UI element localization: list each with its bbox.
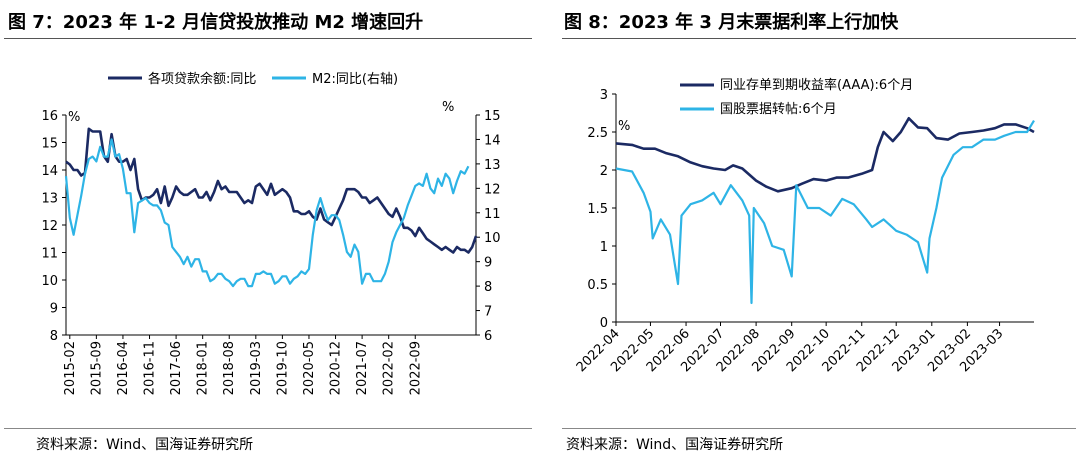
x-tick-label: 2018-01 bbox=[196, 341, 211, 395]
right-panel: 图 8：2023 年 3 月末票据利率上行加快 0 0.5 1 1.5 2 2.5 3% 20… bbox=[540, 0, 1080, 461]
y-left-tick-label: 12 bbox=[41, 219, 58, 234]
x-tick-label: 2022-02 bbox=[382, 341, 397, 395]
legend-label-1: 各项贷款余额:同比 bbox=[148, 71, 256, 87]
y-left-tick-label: 15 bbox=[41, 137, 58, 152]
y-left-unit: % bbox=[68, 110, 80, 125]
source-divider bbox=[562, 428, 1076, 429]
y-left-tick-label: 10 bbox=[41, 274, 58, 289]
left-panel: 图 7：2023 年 1-2 月信贷投放推动 M2 增速回升 8 9 10 11 12 1… bbox=[4, 12, 532, 453]
figure-8-title: 图 8：2023 年 3 月末票据利率上行加快 bbox=[564, 12, 899, 33]
series-line-2 bbox=[64, 138, 470, 288]
y-tick-label: 2.5 bbox=[587, 126, 608, 141]
y-right-tick-label: 8 bbox=[484, 280, 492, 295]
x-tick-label: 2018-08 bbox=[222, 341, 237, 395]
y-right-tick-label: 11 bbox=[484, 207, 501, 222]
figure-7-title: 图 7：2023 年 1-2 月信贷投放推动 M2 增速回升 bbox=[8, 12, 424, 33]
series-line-2 bbox=[615, 120, 1035, 305]
x-tick-label: 2016-11 bbox=[143, 341, 158, 395]
loan-m2-chart: 8 9 10 11 12 13 14 15 16 6 7 8 9 10 11 12 13 14 15%% 2015-0… bbox=[41, 71, 501, 395]
y-right-tick-label: 7 bbox=[484, 305, 492, 320]
x-tick-label: 2015-02 bbox=[63, 341, 78, 395]
x-tick-label: 2019-10 bbox=[275, 341, 290, 395]
y-right-tick-label: 14 bbox=[484, 133, 501, 148]
title-divider bbox=[4, 38, 532, 39]
x-tick-label: 2015-09 bbox=[89, 341, 104, 395]
x-tick-label: 2020-05 bbox=[302, 341, 317, 395]
y-right-tick-label: 12 bbox=[484, 182, 501, 197]
x-tick-label: 2016-04 bbox=[116, 341, 131, 395]
y-tick-label: 1.5 bbox=[587, 202, 608, 217]
y-unit: % bbox=[618, 119, 630, 134]
bill-rate-chart: 00.511.522.53%2022-042022-052022-062022-… bbox=[574, 77, 1035, 375]
y-left-tick-label: 14 bbox=[41, 164, 58, 179]
x-tick-label: 2022-09 bbox=[408, 341, 423, 395]
x-tick-label: 2020-12 bbox=[329, 341, 344, 395]
y-left-tick-label: 9 bbox=[50, 302, 58, 317]
y-tick-label: 3 bbox=[600, 88, 608, 103]
y-left-tick-label: 11 bbox=[41, 247, 58, 262]
legend-label-1: 同业存单到期收益率(AAA):6个月 bbox=[720, 77, 913, 93]
y-left-tick-label: 13 bbox=[41, 192, 58, 207]
legend-label-2: M2:同比(右轴) bbox=[312, 72, 398, 87]
source-divider bbox=[4, 428, 532, 429]
y-tick-label: 0.5 bbox=[587, 278, 608, 293]
y-right-tick-label: 13 bbox=[484, 158, 501, 173]
y-tick-label: 1 bbox=[600, 240, 608, 255]
series-line-1 bbox=[65, 127, 478, 254]
y-tick-label: 2 bbox=[600, 164, 608, 179]
x-tick-label: 2017-06 bbox=[169, 341, 184, 395]
y-right-tick-label: 10 bbox=[484, 231, 501, 246]
legend-label-2: 国股票据转帖:6个月 bbox=[720, 102, 837, 117]
y-left-tick-label: 16 bbox=[41, 109, 58, 124]
figure-8-source: 资料来源：Wind、国海证券研究所 bbox=[566, 437, 784, 453]
y-right-unit: % bbox=[442, 100, 454, 115]
x-tick-label: 2019-03 bbox=[249, 341, 264, 395]
y-right-tick-label: 9 bbox=[484, 256, 492, 271]
y-tick-label: 0 bbox=[600, 316, 608, 331]
series-line-1 bbox=[615, 117, 1035, 193]
y-right-tick-label: 6 bbox=[484, 329, 492, 344]
x-tick-label: 2021-07 bbox=[355, 341, 370, 395]
figure-7-source: 资料来源：Wind、国海证券研究所 bbox=[36, 437, 254, 453]
y-left-tick-label: 8 bbox=[50, 329, 58, 344]
title-divider bbox=[562, 38, 1076, 39]
y-right-tick-label: 15 bbox=[484, 109, 501, 124]
